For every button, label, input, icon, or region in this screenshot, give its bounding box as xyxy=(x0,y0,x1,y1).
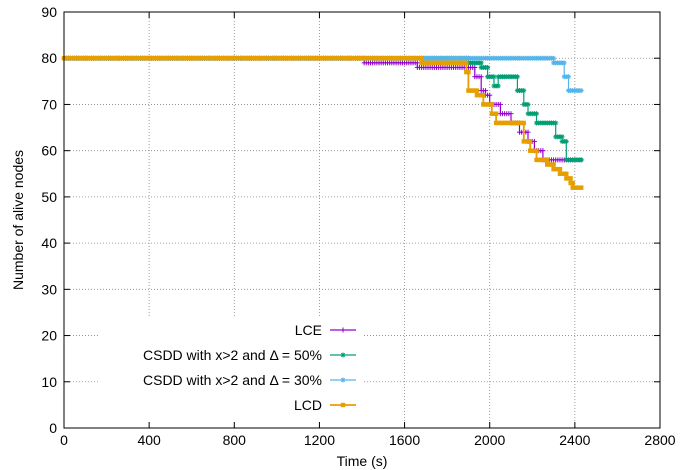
data-point xyxy=(521,88,527,94)
x-axis-title: Time (s) xyxy=(337,453,388,469)
y-tick-label: 80 xyxy=(41,50,57,66)
data-point xyxy=(508,111,514,117)
data-point xyxy=(497,101,503,107)
data-point xyxy=(551,162,556,167)
plot-frame xyxy=(63,11,661,429)
data-point xyxy=(578,157,584,163)
data-point xyxy=(534,111,540,117)
data-point xyxy=(491,74,497,80)
data-point xyxy=(525,129,531,135)
data-point xyxy=(553,120,559,126)
data-point xyxy=(578,88,584,94)
legend-marker xyxy=(340,402,346,408)
legend-label: LCD xyxy=(294,397,322,413)
x-tick-label: 2800 xyxy=(644,432,675,448)
legend-label: LCE xyxy=(295,322,322,338)
data-point xyxy=(493,111,499,116)
y-tick-label: 70 xyxy=(41,96,57,112)
x-tick-label: 0 xyxy=(60,432,68,448)
x-tick-label: 2000 xyxy=(474,432,505,448)
data-point xyxy=(559,134,565,140)
data-point xyxy=(487,92,493,98)
y-tick-label: 0 xyxy=(49,420,57,436)
legend: LCE CSDD with x>2 and Δ = 50% CSDD with x>… xyxy=(143,322,356,413)
data-point xyxy=(485,64,491,70)
legend-background xyxy=(100,318,362,422)
data-point xyxy=(478,74,484,80)
y-tick-label: 30 xyxy=(41,281,57,297)
data-point xyxy=(579,185,584,190)
series-4 xyxy=(61,56,584,190)
data-point xyxy=(568,176,573,181)
data-point xyxy=(531,138,537,144)
legend-label: CSDD with x>2 and Δ = 50% xyxy=(143,347,322,363)
y-tick-label: 20 xyxy=(41,328,57,344)
legend-label: CSDD with x>2 and Δ = 30% xyxy=(143,372,322,388)
data-point xyxy=(481,93,486,98)
data-point xyxy=(563,138,569,144)
data-point xyxy=(489,102,495,107)
x-tick-label: 800 xyxy=(223,432,247,448)
y-tick-label: 60 xyxy=(41,143,57,159)
data-point xyxy=(482,88,488,94)
data-point xyxy=(514,74,520,80)
series-line xyxy=(64,57,582,92)
data-point xyxy=(414,60,420,66)
data-point xyxy=(551,55,557,61)
data-point xyxy=(565,74,571,80)
y-tick-label: 10 xyxy=(41,374,57,390)
x-tick-label: 400 xyxy=(137,432,161,448)
series-line xyxy=(64,57,582,161)
axis-ticks: 0 10 20 30 40 50 60 70 80 90 0 400 800 1200 1600 2000 24… xyxy=(41,4,675,448)
y-tick-label: 50 xyxy=(41,189,57,205)
data-point xyxy=(564,171,569,176)
data-point xyxy=(419,56,424,61)
x-tick-label: 2400 xyxy=(559,432,590,448)
data-point xyxy=(544,157,550,163)
data-point xyxy=(495,83,501,89)
data-point xyxy=(534,148,539,153)
data-point xyxy=(527,139,533,144)
data-point xyxy=(570,180,575,186)
x-tick-label: 1200 xyxy=(304,432,335,448)
series-line xyxy=(64,57,582,161)
data-point xyxy=(472,64,478,70)
series-lines xyxy=(61,55,584,190)
data-point xyxy=(561,60,567,66)
x-tick-label: 1600 xyxy=(389,432,420,448)
data-point xyxy=(521,120,526,126)
data-point xyxy=(557,166,563,172)
legend-marker xyxy=(340,377,346,383)
legend-marker xyxy=(340,327,346,333)
data-point xyxy=(464,60,469,66)
data-point xyxy=(466,69,471,75)
y-axis-title: Number of alive nodes xyxy=(10,150,26,290)
y-tick-label: 40 xyxy=(41,235,57,251)
series-1 xyxy=(61,55,584,163)
series-2 xyxy=(61,55,584,163)
data-point xyxy=(474,88,480,93)
legend-marker xyxy=(340,352,346,358)
data-point xyxy=(525,101,531,107)
data-point xyxy=(540,148,546,154)
y-tick-label: 90 xyxy=(41,4,57,20)
data-point xyxy=(478,60,484,66)
series-3 xyxy=(61,55,584,94)
